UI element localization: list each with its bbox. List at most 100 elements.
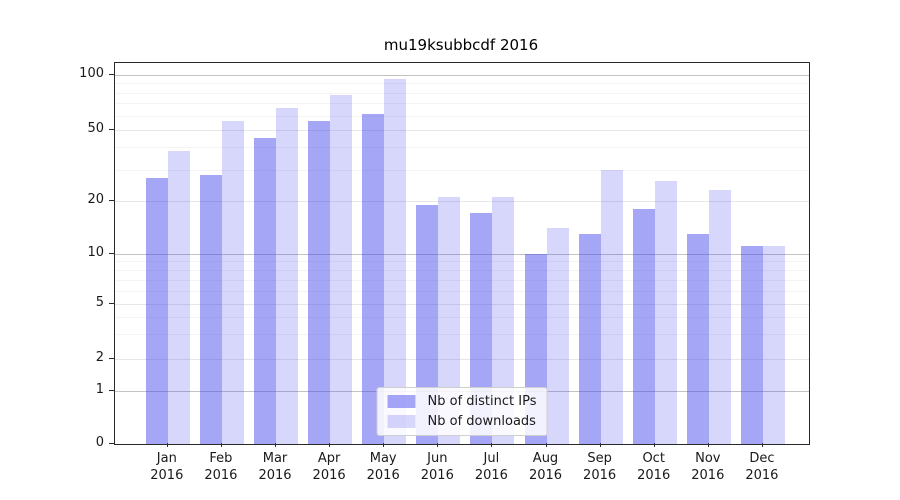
legend: Nb of distinct IPs Nb of downloads — [376, 387, 548, 436]
bar-downloads-feb — [221, 121, 244, 444]
bar-downloads-jan — [167, 151, 190, 444]
y-axis-tick-10 — [109, 252, 114, 254]
gridline-40 — [115, 147, 809, 149]
gridline-60 — [115, 115, 809, 117]
x-axis-tick-dec — [761, 443, 763, 447]
gridline-4 — [115, 317, 809, 319]
x-axis-label-year: 2016 — [745, 468, 779, 483]
x-axis-label-sep: Sep 2016 — [570, 450, 630, 484]
y-axis-tick-2 — [109, 357, 114, 359]
bar-downloads-jul — [492, 197, 515, 444]
bar-distinct-ips-mar — [254, 138, 276, 444]
gridline-3 — [115, 334, 809, 336]
x-axis-label-year: 2016 — [204, 468, 238, 483]
y-axis-tick-20 — [109, 200, 114, 201]
bar-distinct-ips-feb — [199, 174, 222, 444]
x-axis-label-year: 2016 — [474, 468, 508, 483]
legend-label-0: Nb of distinct IPs — [427, 394, 537, 409]
gridline-5 — [115, 304, 809, 305]
x-axis-label-jun: Jun 2016 — [407, 450, 467, 484]
gridline-90 — [115, 83, 809, 85]
x-axis-label-month: Jun — [427, 451, 448, 466]
x-axis-label-month: Oct — [642, 451, 665, 466]
x-axis-label-month: May — [369, 451, 397, 466]
bar-distinct-ips-jun — [416, 204, 439, 444]
bar-distinct-ips-nov — [686, 233, 709, 444]
bar-distinct-ips-apr — [308, 121, 331, 444]
chart-title: mu19ksubbcdf 2016 — [383, 36, 539, 54]
bar-distinct-ips-jul — [470, 213, 493, 444]
bar-downloads-dec — [762, 246, 785, 444]
x-axis-tick-oct — [653, 443, 655, 447]
y-axis-tick-1 — [109, 389, 114, 391]
bar-downloads-jun — [438, 197, 461, 444]
y-axis-tick-0 — [109, 443, 114, 444]
x-axis-label-month: Sep — [587, 451, 612, 466]
y-axis-tick-100 — [109, 74, 114, 75]
x-axis-label-jan: Jan 2016 — [137, 450, 197, 484]
legend-swatch-0 — [387, 395, 416, 408]
gridline-6 — [115, 290, 809, 292]
x-axis-label-jul: Jul 2016 — [461, 450, 521, 484]
gridline-7 — [115, 279, 809, 281]
x-axis-label-month: Mar — [262, 451, 288, 466]
gridline-9 — [115, 261, 809, 263]
y-axis-label-10: 10 — [87, 244, 104, 260]
y-axis-label-50: 50 — [87, 121, 104, 136]
bar-downloads-may — [384, 79, 407, 444]
x-axis-label-year: 2016 — [312, 468, 346, 483]
bar-downloads-sep — [600, 169, 623, 444]
x-axis-label-month: Jan — [156, 451, 177, 466]
x-axis-label-month: Jul — [483, 451, 500, 466]
y-axis-label-2: 2 — [95, 349, 104, 365]
x-axis-tick-jul — [491, 443, 493, 447]
x-axis-label-month: Dec — [749, 451, 775, 466]
legend-swatch-1 — [387, 415, 416, 428]
gridline-50 — [115, 130, 809, 131]
x-axis-label-year: 2016 — [366, 468, 400, 483]
gridline-10 — [115, 253, 809, 255]
x-axis-label-feb: Feb 2016 — [191, 450, 251, 484]
x-axis-label-year: 2016 — [150, 468, 184, 483]
y-axis-tick-50 — [109, 129, 114, 130]
y-axis-label-20: 20 — [87, 192, 104, 207]
x-axis-label-year: 2016 — [258, 468, 292, 483]
gridline-80 — [115, 92, 809, 94]
x-axis-label-aug: Aug 2016 — [516, 450, 576, 484]
x-axis-tick-feb — [220, 443, 222, 447]
x-axis-tick-may — [383, 443, 385, 447]
x-axis-label-oct: Oct 2016 — [624, 450, 684, 484]
x-axis-tick-apr — [329, 443, 331, 447]
x-axis-tick-jan — [166, 443, 168, 447]
y-axis-tick-5 — [109, 303, 114, 304]
bar-downloads-apr — [330, 94, 353, 444]
gridline-100 — [115, 75, 809, 76]
bar-downloads-mar — [276, 107, 298, 444]
bar-distinct-ips-dec — [740, 246, 763, 444]
legend-item-1: Nb of downloads — [387, 414, 537, 429]
x-axis-label-month: Feb — [209, 451, 233, 466]
bar-downloads-nov — [708, 190, 731, 444]
x-axis-tick-aug — [545, 443, 547, 447]
x-axis-label-mar: Mar 2016 — [245, 450, 305, 484]
x-axis-tick-jun — [437, 443, 439, 447]
bar-distinct-ips-sep — [578, 233, 601, 444]
x-axis-tick-mar — [275, 443, 276, 447]
bar-distinct-ips-jan — [145, 177, 168, 444]
x-axis-label-year: 2016 — [528, 468, 563, 483]
x-axis-tick-sep — [599, 443, 601, 447]
gridline-30 — [115, 169, 809, 171]
x-axis-label-month: Nov — [695, 451, 721, 466]
x-axis-tick-nov — [707, 443, 709, 447]
y-axis-label-100: 100 — [79, 66, 104, 81]
legend-label-1: Nb of downloads — [427, 414, 536, 429]
gridline-70 — [115, 103, 809, 105]
y-axis-label-5: 5 — [95, 295, 104, 310]
gridline-2 — [115, 358, 809, 360]
bar-downloads-aug — [546, 228, 569, 444]
x-axis-label-apr: Apr 2016 — [299, 450, 359, 484]
plot-area: Nb of distinct IPs Nb of downloads — [114, 62, 810, 445]
bar-downloads-oct — [654, 180, 677, 444]
x-axis-label-month: Aug — [532, 451, 559, 466]
